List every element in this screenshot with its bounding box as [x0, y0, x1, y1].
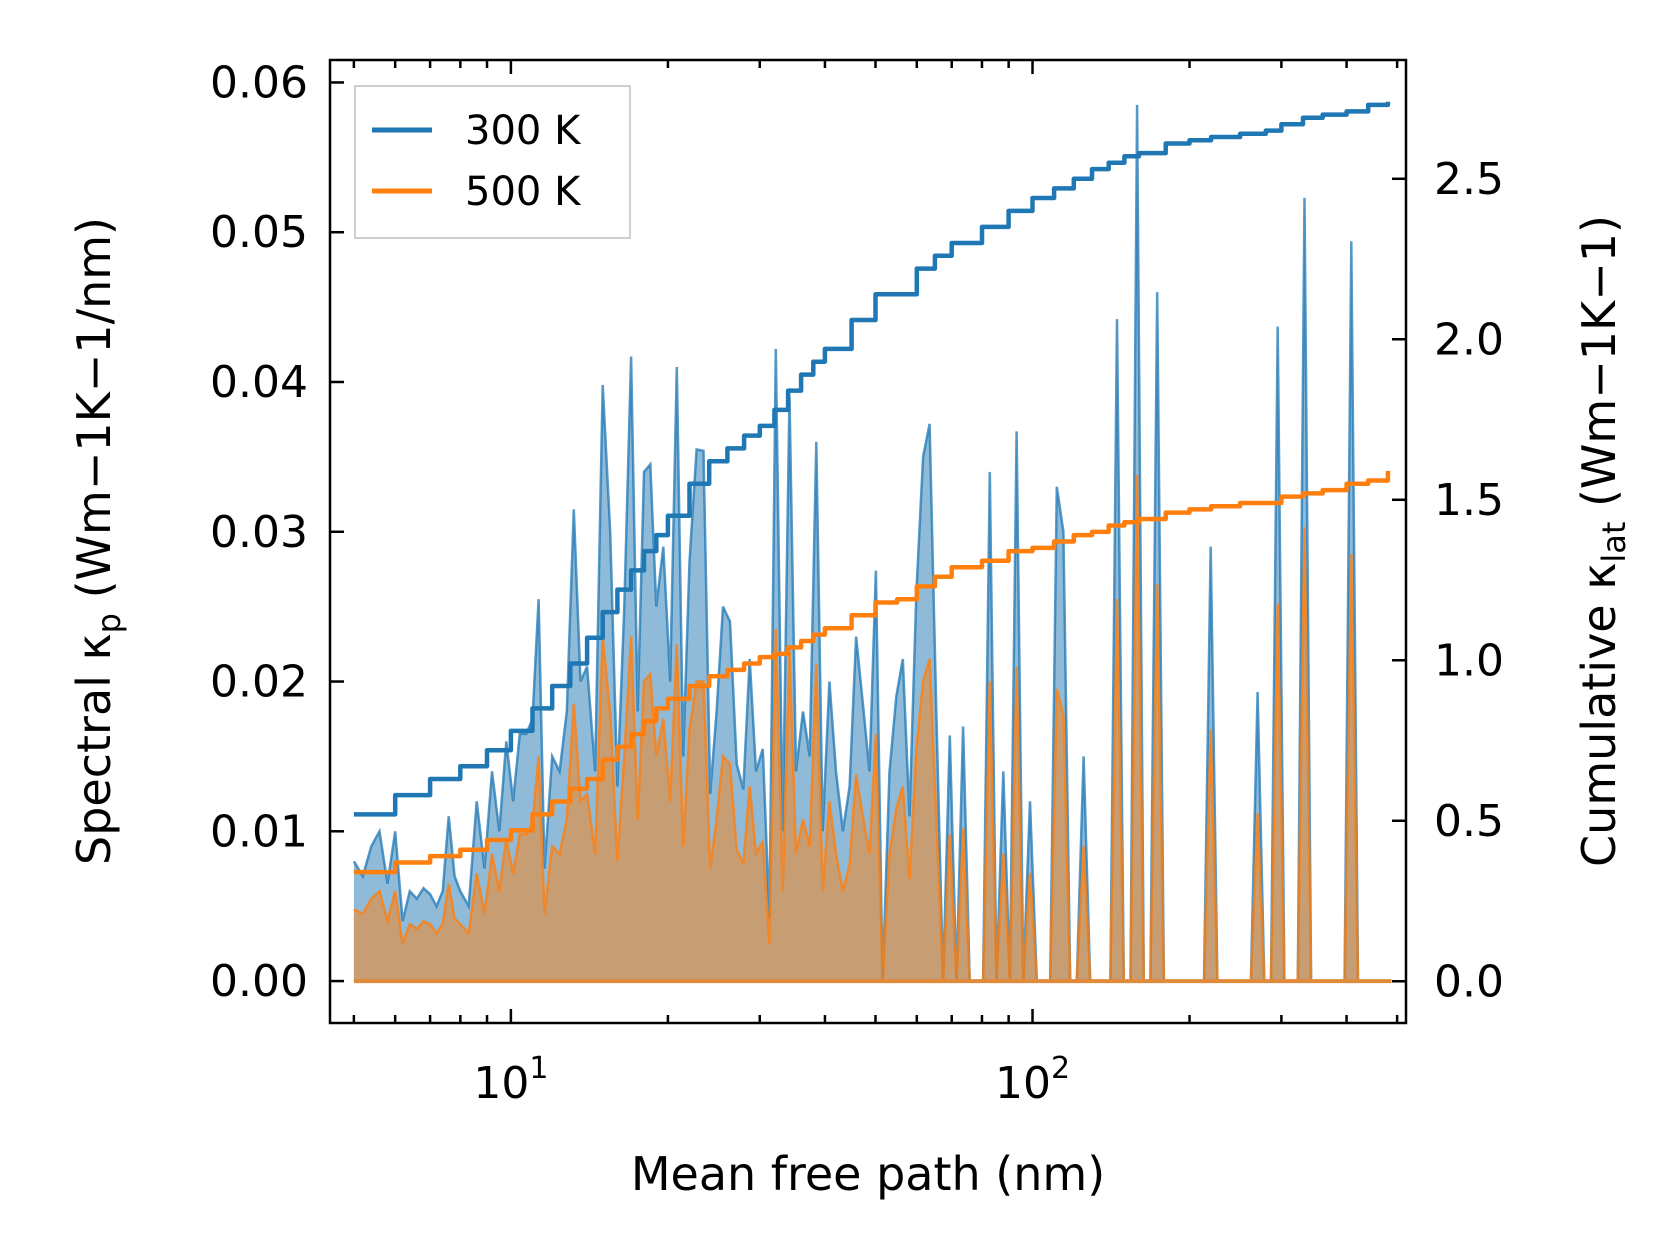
- legend-label-500K: 500 K: [465, 169, 582, 215]
- y-left-tick-label: 0.05: [210, 207, 308, 258]
- x-tick-label: 101: [473, 1051, 548, 1109]
- tick-labels: 101 1020.000.010.020.030.040.050.060.00.5…: [210, 57, 1504, 1109]
- y-left-unit: (Wm−1K−1/nm): [67, 217, 121, 613]
- x-tick-base: 10: [473, 1058, 529, 1109]
- legend: 300 K 500 K: [354, 85, 631, 239]
- y-left-sub: p: [90, 613, 128, 633]
- y-left-tick-label: 0.01: [210, 806, 308, 857]
- y-left-tick-label: 0.00: [210, 956, 308, 1007]
- y-axis-right-title: Cumulative κlat (Wm−1K−1): [1572, 215, 1633, 867]
- line-cumulative-300K: [353, 101, 1391, 817]
- plot-frame: [328, 58, 1408, 1025]
- legend-box: [354, 85, 631, 239]
- y-right-tick-label: 0.0: [1434, 956, 1504, 1007]
- legend-label-300K: 300 K: [465, 108, 582, 154]
- y-right-sub: lat: [1595, 522, 1633, 563]
- x-axis-title: Mean free path (nm): [631, 1147, 1105, 1201]
- y-right-tick-label: 0.5: [1434, 796, 1504, 847]
- data-lines: [352, 101, 1392, 984]
- y-axis-left-title: Spectral κp (Wm−1K−1/nm): [67, 217, 128, 865]
- x-tick-exponent: 1: [529, 1051, 548, 1086]
- y-left-tick-label: 0.04: [210, 357, 308, 408]
- axis-ticks: [330, 60, 1406, 1023]
- y-left-main: Spectral κ: [67, 633, 121, 865]
- x-tick-exponent: 2: [1051, 1051, 1070, 1086]
- y-right-tick-label: 2.0: [1434, 314, 1504, 365]
- y-left-tick-label: 0.03: [210, 507, 308, 558]
- y-left-tick-label: 0.02: [210, 657, 308, 708]
- y-right-tick-label: 1.0: [1434, 635, 1504, 686]
- x-tick-label: 102: [995, 1051, 1070, 1109]
- fill-spectral-500K: [353, 474, 1358, 982]
- x-tick-base: 10: [995, 1058, 1051, 1109]
- y-left-tick-label: 0.06: [210, 57, 308, 108]
- y-right-tick-label: 1.5: [1434, 475, 1504, 526]
- line-cumulative-500K: [353, 470, 1391, 875]
- y-right-tick-label: 2.5: [1434, 154, 1504, 205]
- y-right-unit: (Wm−1K−1): [1572, 215, 1626, 522]
- y-right-main: Cumulative κ: [1572, 563, 1626, 867]
